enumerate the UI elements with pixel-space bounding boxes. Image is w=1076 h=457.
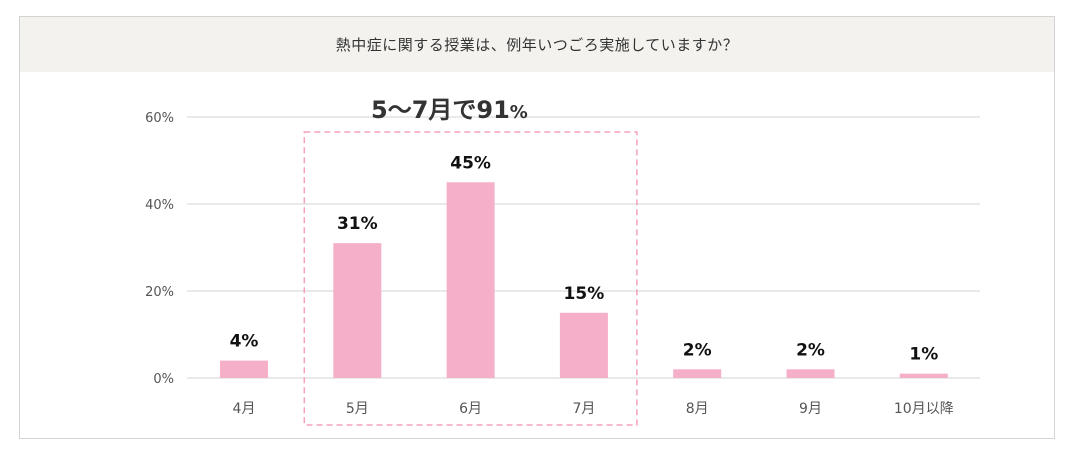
y-tick-label: 60% xyxy=(145,111,174,126)
grid-lines xyxy=(187,116,980,379)
x-tick-label: 4月 xyxy=(233,401,256,417)
y-axis-ticks: 0% 20% 40% 60% xyxy=(145,111,174,387)
bar xyxy=(446,182,495,378)
value-label: 31% xyxy=(337,214,378,234)
y-tick-label: 0% xyxy=(153,372,174,387)
value-label: 1% xyxy=(909,345,938,365)
callout-unit: % xyxy=(510,102,528,123)
bars xyxy=(220,182,948,378)
y-tick-label: 40% xyxy=(145,198,174,213)
x-tick-label: 5月 xyxy=(346,401,369,417)
bar xyxy=(220,360,268,378)
question-title: 熱中症に関する授業は、例年いつごろ実施していますか？ xyxy=(335,36,739,54)
y-tick-label: 20% xyxy=(145,285,174,300)
bar xyxy=(899,373,948,378)
value-label: 45% xyxy=(450,153,491,173)
value-label: 15% xyxy=(564,284,605,304)
value-label: 2% xyxy=(683,340,712,360)
x-tick-label: 8月 xyxy=(686,401,709,417)
bar xyxy=(786,369,835,378)
bar xyxy=(673,369,722,378)
value-label: 4% xyxy=(230,332,259,352)
question-header: 熱中症に関する授業は、例年いつごろ実施していますか？ xyxy=(20,17,1054,72)
x-tick-label: 10月以降 xyxy=(894,401,954,417)
x-axis-ticks: 4月 5月 6月 7月 8月 9月 10月以降 xyxy=(233,401,954,417)
callout-main: 5〜7月で91 xyxy=(371,96,510,124)
value-label: 2% xyxy=(796,340,825,360)
x-tick-label: 7月 xyxy=(572,401,595,417)
bar xyxy=(333,243,382,378)
x-tick-label: 6月 xyxy=(459,401,482,417)
bar xyxy=(559,312,608,378)
highlight-callout: 5〜7月で91% xyxy=(371,96,528,124)
highlight-box xyxy=(303,131,638,426)
value-labels: 4% 31% 45% 15% 2% 2% 1% xyxy=(230,153,939,364)
highlight-group xyxy=(303,131,638,426)
chart-card: 熱中症に関する授業は、例年いつごろ実施していますか？ xyxy=(19,16,1055,439)
x-tick-label: 9月 xyxy=(799,401,822,417)
